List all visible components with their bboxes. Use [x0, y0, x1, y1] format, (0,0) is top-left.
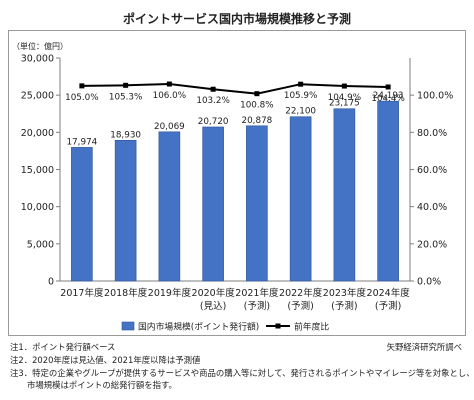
- ratio-value-label: 104.9%: [328, 93, 362, 103]
- ratio-value-label: 106.0%: [153, 91, 187, 101]
- x-tick-label: 2020年度: [192, 287, 236, 299]
- legend-bar-label: 国内市場規模(ポイント発行額): [138, 321, 259, 333]
- note-3-cont: 市場規模はポイントの総発行額を指す。: [27, 380, 177, 390]
- left-tick-label: 5,000: [27, 239, 54, 250]
- ratio-point: [210, 86, 216, 92]
- x-tick-label: 2021年度: [235, 287, 279, 299]
- unit-label: （単位：億円）: [12, 41, 68, 51]
- x-tick-label: 2018年度: [104, 287, 148, 299]
- bar-value-label: 24,193: [373, 91, 404, 101]
- x-tick-sublabel: (予測): [244, 300, 270, 312]
- right-tick-label: 20.0%: [417, 239, 447, 250]
- ratio-line: [81, 83, 389, 95]
- bar: [289, 116, 312, 282]
- note-1: 注1．ポイント発行額ベース: [10, 342, 116, 352]
- x-tick-sublabel: (予測): [331, 300, 357, 312]
- bar: [377, 100, 399, 282]
- bar-value-label: 20,878: [241, 116, 272, 126]
- note-3: 注3．特定の企業やグループが提供するサービスや商品の購入等に対して、発行されるポ…: [10, 368, 474, 378]
- chart-title: ポイントサービス国内市場規模推移と予測: [122, 12, 351, 26]
- left-tick-label: 10,000: [21, 202, 54, 213]
- bar: [333, 108, 356, 282]
- left-tick-label: 0: [48, 277, 54, 288]
- left-tick-label: 20,000: [21, 128, 54, 139]
- source-label: 矢野経済研究所調べ: [386, 342, 462, 352]
- right-tick-label: 60.0%: [417, 165, 447, 176]
- bar: [158, 131, 181, 282]
- right-tick-label: 80.0%: [417, 128, 447, 139]
- bar-value-label: 18,930: [110, 130, 141, 140]
- bar-value-label: 22,100: [285, 107, 316, 117]
- bar: [202, 126, 224, 282]
- left-tick-label: 25,000: [21, 91, 54, 102]
- right-tick-label: 40.0%: [417, 202, 447, 213]
- ratio-point: [254, 91, 260, 97]
- legend-bar-swatch: [121, 321, 135, 331]
- ratio-point: [166, 81, 172, 87]
- legend-line-label: 前年度比: [294, 321, 329, 333]
- bar-value-label: 20,720: [198, 117, 229, 127]
- ratio-point: [298, 81, 304, 87]
- bar: [114, 139, 137, 282]
- note-2: 注2．2020年度は見込値、2021年度以降は予測値: [10, 355, 201, 365]
- ratio-value-label: 104.4%: [371, 94, 405, 104]
- x-tick-label: 2019年度: [148, 287, 192, 299]
- ratio-point: [79, 83, 85, 89]
- bar-value-label: 23,175: [329, 99, 360, 109]
- ratio-point: [123, 82, 129, 88]
- ratio-point: [341, 83, 347, 89]
- x-tick-sublabel: (予測): [287, 300, 313, 312]
- ratio-value-label: 100.8%: [240, 101, 274, 111]
- left-tick-label: 30,000: [21, 54, 54, 65]
- bar: [71, 147, 93, 282]
- x-tick-label: 2022年度: [279, 287, 323, 299]
- x-tick-label: 2017年度: [60, 287, 104, 299]
- x-tick-sublabel: (見込): [200, 301, 226, 312]
- ratio-value-label: 105.9%: [284, 91, 318, 101]
- ratio-value-label: 105.3%: [109, 92, 143, 102]
- chart-frame: [8, 30, 466, 336]
- ratio-value-label: 103.2%: [196, 96, 230, 106]
- legend-line-marker: [275, 323, 281, 329]
- right-tick-label: 0.0%: [417, 277, 441, 288]
- x-tick-label: 2024年度: [367, 287, 411, 299]
- x-tick-label: 2023年度: [323, 287, 367, 299]
- x-tick-sublabel: (予測): [375, 300, 401, 312]
- bar-value-label: 17,974: [66, 137, 97, 147]
- ratio-value-label: 105.0%: [65, 93, 99, 103]
- bar: [246, 125, 268, 282]
- right-tick-label: 100.0%: [417, 91, 453, 102]
- ratio-point: [385, 84, 391, 90]
- left-tick-label: 15,000: [21, 165, 54, 176]
- bar-value-label: 20,069: [154, 122, 185, 132]
